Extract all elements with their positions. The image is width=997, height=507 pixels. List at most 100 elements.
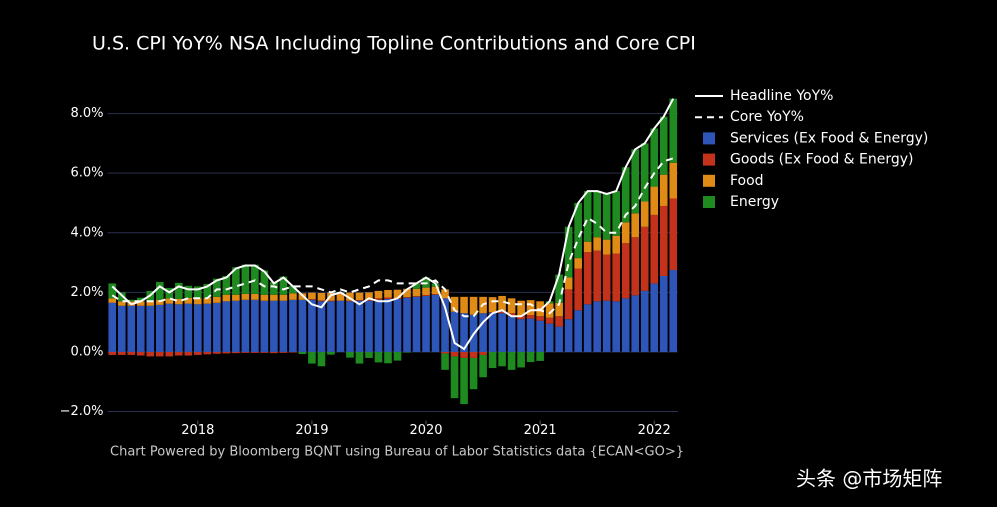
bar-segment (488, 297, 497, 313)
bar-segment (374, 290, 383, 299)
bar-segment (175, 282, 183, 299)
bar-segment (346, 292, 354, 301)
bar-segment (117, 351, 126, 355)
bar-segment (241, 351, 250, 353)
bar-segment (536, 320, 544, 352)
x-tick-label: 2020 (409, 423, 442, 438)
bar-segment (184, 303, 193, 352)
bar-segment (659, 205, 668, 276)
bar-segment (526, 351, 535, 363)
bar-segment (650, 186, 659, 215)
bar-segment (403, 288, 411, 298)
bar-segment (583, 252, 592, 305)
bar-segment (336, 300, 345, 352)
bar-segment (232, 300, 240, 352)
bar-segment (650, 214, 659, 284)
bar-segment (479, 351, 487, 355)
y-tick-label: 6.0% (70, 166, 103, 181)
bar-segment (279, 300, 288, 352)
bar-segment (384, 289, 392, 298)
bar-segment (194, 286, 202, 299)
bar-segment (640, 226, 649, 291)
bar-segment (460, 313, 468, 352)
bar-segment (175, 304, 183, 352)
bar-segment (308, 299, 316, 300)
x-tick-label: 2018 (181, 423, 214, 438)
bar-segment (669, 198, 678, 271)
bar-segment (659, 116, 668, 175)
bar-segment (517, 351, 525, 368)
bar-segment (412, 296, 421, 297)
bar-segment (612, 253, 620, 302)
bar-segment (507, 316, 516, 352)
bar-segment (327, 300, 335, 302)
bar-segment (507, 298, 516, 314)
bar-segment (346, 300, 354, 302)
bar-segment (317, 300, 326, 302)
legend-label: Services (Ex Food & Energy) (730, 130, 928, 146)
bar-segment (555, 316, 563, 327)
bar-segment (232, 267, 240, 295)
bar-segment (260, 351, 269, 353)
bar-segment (469, 357, 478, 390)
bar-segment (640, 201, 649, 227)
bar-segment (526, 300, 535, 316)
bar-segment (317, 292, 326, 301)
bar-segment (127, 305, 136, 352)
bar-segment (108, 351, 117, 355)
bar-segment (117, 292, 126, 302)
bar-segment (175, 298, 183, 305)
y-tick-label: 2.0% (70, 285, 103, 300)
bar-segment (564, 226, 573, 278)
bar-segment (441, 351, 449, 354)
bar-segment (621, 243, 630, 299)
bar-segment (365, 351, 373, 358)
x-tick-label: 2019 (295, 423, 328, 438)
bar-segment (659, 174, 668, 206)
bar-segment (384, 297, 392, 299)
bar-segment (155, 281, 164, 300)
bar-segment (251, 293, 259, 300)
legend-swatch (703, 153, 715, 166)
bar-segment (289, 299, 297, 352)
bar-segment (355, 351, 364, 364)
bar-segment (355, 292, 364, 301)
bar-segment (574, 268, 582, 311)
bar-segment (536, 316, 544, 321)
bar-segment (507, 313, 516, 317)
bar-segment (213, 278, 221, 297)
bar-segment (403, 351, 411, 353)
bar-segment (469, 351, 478, 358)
bar-segment (136, 297, 145, 302)
bar-segment (621, 222, 630, 244)
legend-swatch (703, 132, 715, 145)
bar-segment (583, 241, 592, 253)
bar-segment (460, 351, 468, 358)
bar-segment (194, 298, 202, 305)
bar-segment (155, 304, 164, 352)
bar-segment (336, 292, 345, 301)
bar-segment (393, 289, 402, 299)
bar-segment (232, 351, 240, 354)
bar-segment (650, 283, 659, 352)
bar-segment (270, 351, 278, 354)
bar-segment (450, 351, 459, 357)
bar-segment (460, 357, 468, 405)
bar-segment (517, 315, 525, 320)
bar-segment (365, 299, 373, 301)
bar-segment (583, 304, 592, 352)
bar-segment (498, 351, 506, 367)
bar-segment (393, 351, 402, 361)
x-tick-label: 2021 (524, 423, 557, 438)
bar-segment (184, 351, 193, 356)
bar-segment (441, 289, 449, 299)
bar-segment (574, 310, 582, 352)
bar-segment (564, 319, 573, 352)
bar-segment (346, 351, 354, 358)
bar-segment (450, 311, 459, 352)
bar-segment (640, 290, 649, 352)
bar-segment (612, 301, 620, 352)
bar-segment (602, 194, 611, 240)
